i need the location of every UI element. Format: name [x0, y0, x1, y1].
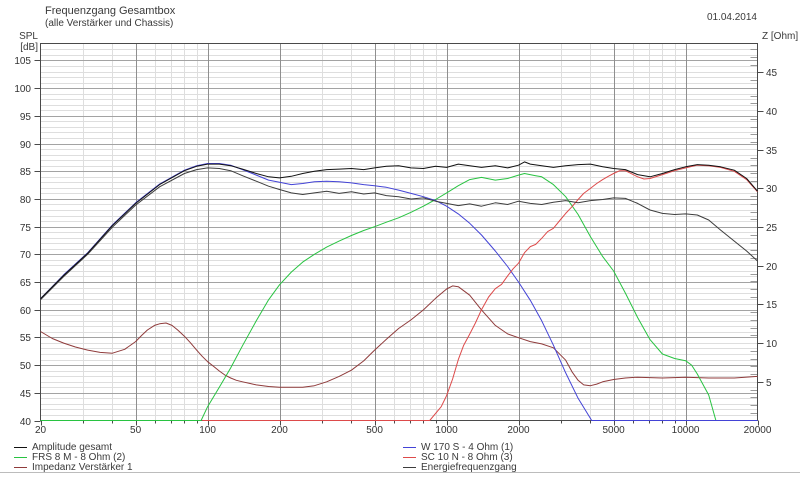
- tick-label: 95: [20, 112, 32, 123]
- legend-label-impedanz-verstaerker-1: Impedanz Verstärker 1: [32, 461, 133, 473]
- legend-label-w-170-s: W 170 S - 4 Ohm (1): [421, 441, 514, 453]
- z-axis-label: Z [Ohm]: [762, 31, 799, 42]
- tick-label: 35: [766, 146, 778, 157]
- legend-label-amplitude-gesamt: Amplitude gesamt: [32, 441, 113, 453]
- tick-label: 5: [766, 378, 772, 389]
- chart-date: 01.04.2014: [706, 12, 757, 23]
- tick-label: 1000: [435, 425, 458, 436]
- legend-right-column: W 170 S - 4 Ohm (1) SC 10 N - 8 Ohm (3) En…: [403, 441, 517, 473]
- tick-label: 80: [20, 195, 32, 206]
- amplitude-gesamt-curve: [40, 161, 758, 300]
- legend-left-column: Amplitude gesamt FRS 8 M - 8 Ohm (2) Imped…: [14, 441, 133, 473]
- legend-item-w-170-s: W 170 S - 4 Ohm (1): [403, 441, 517, 453]
- tick-label: 30: [766, 184, 778, 195]
- legend-swatch-energiefrequenzgang: [403, 466, 416, 468]
- legend-swatch-sc-10-n: [403, 456, 416, 458]
- chart-subtitle: (alle Verstärker und Chassis): [45, 18, 174, 29]
- legend-item-amplitude-gesamt: Amplitude gesamt: [14, 441, 133, 453]
- tick-label: 65: [20, 278, 32, 289]
- tick-label: 40: [766, 107, 778, 118]
- legend-swatch-impedanz-verstaerker-1: [14, 466, 27, 468]
- tick-label: 500: [366, 425, 383, 436]
- tick-label: 200: [271, 425, 288, 436]
- tick-label: 55: [20, 333, 32, 344]
- tick-label: 60: [20, 306, 32, 317]
- tick-label: 20: [35, 425, 47, 436]
- tick-label: 25: [766, 223, 778, 234]
- tick-label: 40: [20, 417, 32, 428]
- tick-label: 100: [199, 425, 216, 436]
- legend-label-frs-8-m: FRS 8 M - 8 Ohm (2): [32, 451, 126, 463]
- tick-label: 90: [20, 140, 32, 151]
- legend-swatch-frs-8-m: [14, 456, 27, 458]
- tick-label: 50: [20, 361, 32, 372]
- impedanz-verstaerker-1-curve: [40, 285, 758, 388]
- tick-label: 20000: [744, 425, 772, 436]
- w-170-s-curve: [40, 163, 758, 421]
- legend-item-sc-10-n: SC 10 N - 8 Ohm (3): [403, 451, 517, 463]
- sc-10-n-curve: [202, 164, 758, 421]
- energiefrequenzgang-curve: [40, 167, 758, 301]
- frequency-response-plot: 1051009590858075706560555045404540353025…: [14, 43, 778, 436]
- legend-swatch-w-170-s: [403, 446, 416, 448]
- tick-label: 85: [20, 167, 32, 178]
- legend-item-impedanz-verstaerker-1: Impedanz Verstärker 1: [14, 461, 133, 473]
- legend-label-energiefrequenzgang: Energiefrequenzgang: [421, 461, 517, 473]
- frs-8-m-curve: [40, 173, 717, 421]
- tick-label: 50: [130, 425, 142, 436]
- legend-item-frs-8-m: FRS 8 M - 8 Ohm (2): [14, 451, 133, 463]
- legend-swatch-amplitude-gesamt: [14, 446, 27, 448]
- spl-axis-label: SPL [dB]: [19, 31, 38, 53]
- tick-label: 15: [766, 300, 778, 311]
- tick-label: 45: [20, 389, 32, 400]
- tick-label: 2000: [507, 425, 530, 436]
- tick-label: 10: [766, 339, 778, 350]
- tick-label: 100: [14, 84, 31, 95]
- legend-item-energiefrequenzgang: Energiefrequenzgang: [403, 461, 517, 473]
- tick-label: 20: [766, 262, 778, 273]
- tick-label: 10000: [672, 425, 700, 436]
- tick-label: 5000: [602, 425, 625, 436]
- tick-label: 45: [766, 68, 778, 79]
- chart-title: Frequenzgang Gesamtbox: [45, 5, 176, 17]
- legend-label-sc-10-n: SC 10 N - 8 Ohm (3): [421, 451, 513, 463]
- tick-label: 75: [20, 223, 32, 234]
- window-bottom-border: [0, 472, 800, 473]
- tick-label: 70: [20, 250, 32, 261]
- tick-label: 105: [14, 56, 31, 67]
